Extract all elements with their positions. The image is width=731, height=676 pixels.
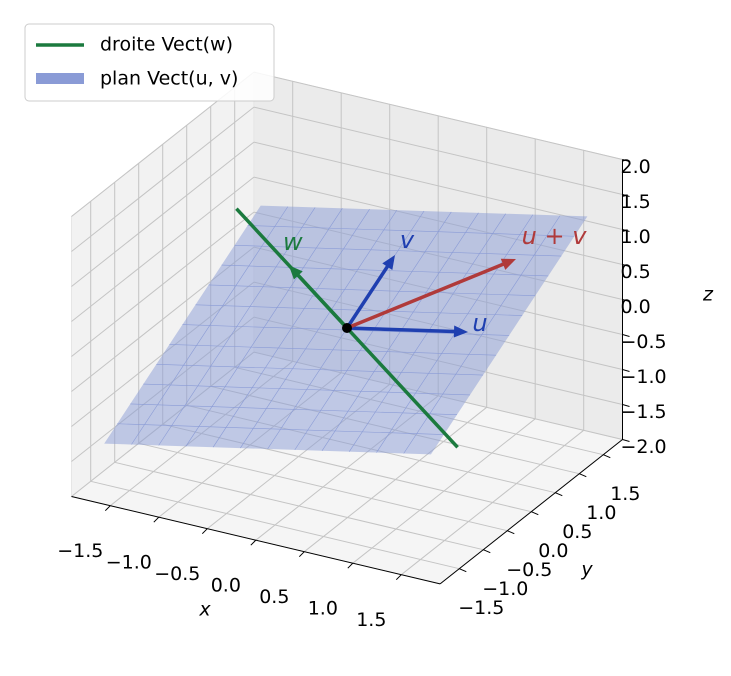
y-tick	[507, 530, 515, 535]
legend-label: droite Vect(w)	[100, 34, 233, 56]
x-tick	[395, 574, 402, 581]
legend-swatch	[36, 73, 84, 84]
y-axis-line	[439, 439, 623, 585]
grid-line	[253, 71, 623, 160]
z-tick-label: 1.0	[621, 226, 651, 248]
z-axis-label: z	[702, 284, 714, 306]
x-tick	[104, 505, 111, 512]
vector-head	[500, 258, 516, 270]
z-tick	[622, 334, 630, 337]
vector-label: u + v	[522, 222, 588, 250]
vector-label: w	[283, 228, 303, 256]
grid-line	[71, 211, 255, 357]
z-tick	[622, 439, 630, 442]
y-tick-label: −0.5	[506, 559, 552, 581]
vector-label: v	[400, 226, 415, 254]
legend-box	[24, 23, 275, 102]
y-tick	[603, 454, 611, 459]
grid-line	[114, 461, 484, 551]
z-tick	[622, 194, 630, 197]
plane-mesh	[403, 215, 561, 454]
x-tick-label: −1.5	[57, 540, 103, 562]
vector-shaft	[346, 261, 508, 330]
vector-shaft	[294, 271, 349, 330]
vector-head	[382, 255, 395, 270]
z-tick	[622, 159, 630, 162]
x-axis-label: x	[198, 599, 211, 621]
vector	[288, 265, 349, 330]
x-tick	[153, 516, 160, 523]
grid-line	[71, 106, 255, 252]
vector-head	[288, 265, 303, 280]
vector	[346, 258, 516, 330]
vector	[345, 255, 395, 329]
grid-line	[90, 480, 460, 570]
z-tick-label: −2.0	[621, 436, 667, 458]
z-tick	[622, 264, 630, 267]
y-tick-label: 1.5	[610, 483, 640, 505]
y-tick-label: 0.0	[538, 540, 568, 562]
y-axis-label: y	[580, 559, 593, 581]
x-tick	[250, 539, 257, 546]
vector-label: u	[472, 309, 487, 337]
y-tick	[531, 511, 539, 516]
vector-shaft	[346, 326, 459, 334]
z-tick-label: 0.0	[621, 296, 651, 318]
marks: u v u + v w	[104, 205, 588, 455]
x-tick-label: 1.0	[308, 598, 338, 620]
y-tick-label: 0.5	[562, 521, 592, 543]
vector-head	[453, 325, 468, 338]
axes: −1.5−1.0−0.50.00.51.01.5−1.5−1.0−0.50.00…	[57, 156, 666, 631]
z-tick-label: 1.5	[621, 191, 651, 213]
legend-label: plan Vect(u, v)	[100, 68, 238, 90]
x-tick-label: −1.0	[106, 552, 152, 574]
z-tick	[622, 404, 630, 407]
x-tick-label: 0.5	[259, 586, 289, 608]
x-tick-label: 1.5	[356, 609, 386, 631]
z-tick-label: 2.0	[621, 156, 651, 178]
origin	[342, 323, 352, 333]
z-tick-label: 0.5	[621, 261, 651, 283]
y-tick-label: 1.0	[586, 502, 616, 524]
x-tick	[201, 528, 208, 535]
y-tick	[579, 473, 587, 478]
z-tick-label: −1.5	[621, 401, 667, 423]
z-tick-label: −1.0	[621, 366, 667, 388]
grid-line	[253, 141, 623, 230]
y-tick-label: −1.5	[458, 597, 504, 619]
legend: droite Vect(w) plan Vect(u, v)	[24, 23, 275, 102]
x-tick	[347, 562, 354, 569]
grid-line	[253, 106, 623, 195]
z-tick-label: −0.5	[621, 331, 667, 353]
grid-line	[138, 442, 508, 532]
plane-mesh	[247, 225, 575, 237]
grid-line	[71, 176, 255, 322]
grid-line	[71, 141, 255, 287]
z-tick	[622, 229, 630, 232]
y-tick-label: −1.0	[482, 578, 528, 600]
y-tick	[459, 568, 467, 573]
z-tick	[622, 369, 630, 372]
x-tick-label: −0.5	[154, 563, 200, 585]
x-tick	[298, 551, 305, 558]
vector-shaft	[345, 262, 391, 329]
vector	[346, 325, 468, 338]
y-tick	[483, 549, 491, 554]
x-tick-label: 0.0	[211, 575, 241, 597]
z-tick	[622, 299, 630, 302]
y-tick	[555, 492, 563, 497]
